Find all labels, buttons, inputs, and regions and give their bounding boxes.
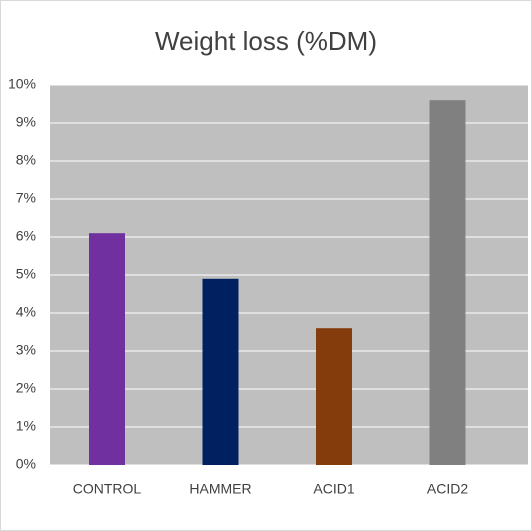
- x-tick-label: CONTROL: [73, 481, 142, 497]
- bar: [202, 278, 239, 465]
- y-tick-label: 7%: [16, 190, 36, 206]
- bar: [429, 100, 466, 465]
- y-tick-label: 5%: [16, 266, 36, 282]
- x-tick-label: ACID1: [313, 481, 354, 497]
- y-tick-label: 3%: [16, 342, 36, 358]
- bar: [89, 233, 125, 465]
- y-tick-label: 8%: [16, 152, 36, 168]
- y-tick-label: 6%: [16, 228, 36, 244]
- y-tick-label: 0%: [16, 456, 36, 472]
- y-tick-label: 2%: [16, 380, 36, 396]
- x-tick-label: ACID2: [427, 481, 468, 497]
- y-tick-label: 4%: [16, 304, 36, 320]
- y-tick-label: 10%: [8, 76, 36, 92]
- x-tick-label: HAMMER: [189, 481, 251, 497]
- y-tick-label: 1%: [16, 418, 36, 434]
- chart-title: Weight loss (%DM): [155, 26, 377, 56]
- bar: [316, 328, 352, 465]
- y-tick-label: 9%: [16, 114, 36, 130]
